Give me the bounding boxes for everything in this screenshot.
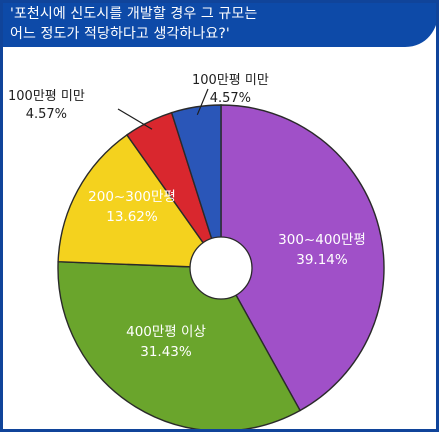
chart-title-line-1: '포천시에 신도시를 개발할 경우 그 규모는 — [10, 6, 258, 22]
slice-label-value-1: 31.43% — [140, 344, 192, 360]
slice-label-value-2: 13.62% — [106, 209, 158, 225]
leader-lines — [117, 88, 209, 130]
slice-label-0: 300~400만평 39.14% — [278, 232, 366, 268]
pie-center-hole — [189, 236, 253, 300]
leader-line-3 — [117, 108, 153, 130]
pie-slices — [57, 104, 385, 432]
pie-slice-4 — [170, 104, 222, 269]
slice-label-value: 4.57% — [25, 107, 68, 122]
slice-label-name: 100만평 미만 — [8, 89, 85, 104]
slice-label-value-0: 39.14% — [296, 252, 348, 268]
pie-slice-1 — [57, 260, 302, 432]
inside-labels: 300~400만평 39.14% 400만평 이상 31.43% 200~300만평 13… — [88, 189, 366, 360]
pie-slice-0 — [220, 104, 385, 412]
slice-label-name-2: 200~300만평 — [88, 189, 176, 205]
chart-title-line-2: 어느 정도가 적당하다고 생각하나요?' — [10, 26, 230, 42]
leader-line-4 — [196, 88, 209, 116]
slice-label-name-0: 300~400만평 — [278, 232, 366, 248]
chart-title: '포천시에 신도시를 개발할 경우 그 규모는 어느 정도가 적당하다고 생각하… — [10, 4, 430, 44]
slice-label-name: 100만평 미만 — [192, 73, 269, 88]
slice-label-2: 200~300만평 13.62% — [88, 189, 176, 225]
outside-label-100-under-left: 100만평 미만 4.57% — [8, 88, 85, 124]
slice-label-1: 400만평 이상 31.43% — [126, 324, 206, 360]
pie-slice-2 — [57, 133, 223, 269]
slice-label-name-1: 400만평 이상 — [126, 324, 206, 340]
outside-label-100-under-right: 100만평 미만 4.57% — [192, 72, 269, 108]
slice-label-value: 4.57% — [209, 91, 252, 106]
